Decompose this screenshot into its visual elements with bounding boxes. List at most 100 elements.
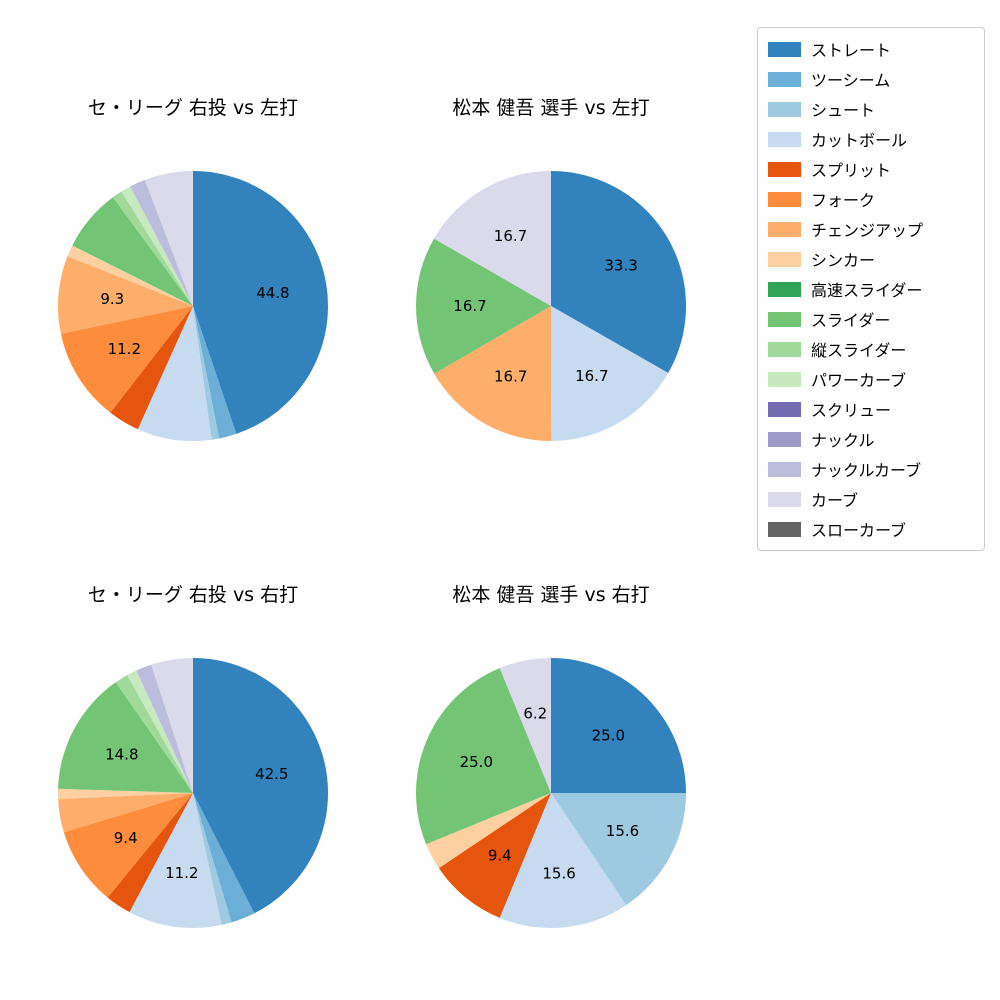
pie-slice [57,256,193,334]
chart-league-right-vs-right: セ・リーグ 右投 vs 右打 42.5 11.2 9.4 14.8 [33,582,353,932]
legend-item: シンカー [768,244,974,274]
legend-label: 高速スライダー [811,281,923,300]
pie-slice [499,658,551,793]
chart-player-vs-right: 松本 健吾 選手 vs 右打 25.0 15.6 15.6 9.4 25.0 6.2 [391,582,711,932]
slice-percent-label: 16.7 [494,227,527,245]
pie-slice [193,793,232,925]
pie-slice [426,793,551,869]
legend-item: シュート [768,94,974,124]
pie-chart-league-vs-right: 42.5 11.2 9.4 14.8 [58,658,329,928]
pie-slice [499,793,627,929]
slice-percent-label: 15.6 [542,865,575,883]
pie-slice [193,658,329,914]
legend-item: 高速スライダー [768,274,974,304]
slice-percent-label: 42.5 [255,765,288,783]
pie-slice [130,179,193,306]
legend-label: カーブ [811,491,859,510]
chart-title-league-vs-left: セ・リーグ 右投 vs 左打 [87,97,299,119]
pie-slice [121,186,193,306]
pie-slice [144,171,193,306]
chart-title-player-vs-right: 松本 健吾 選手 vs 右打 [452,584,650,606]
legend-label: シュート [811,101,876,120]
pie-slice [60,306,193,413]
legend-swatch [768,491,801,507]
pie-slice [551,793,686,906]
pie-slice [193,306,237,439]
pie-slice [58,788,193,799]
legend-label: スローカーブ [811,521,907,540]
legend-item: スプリット [768,154,974,184]
legend-item: カットボール [768,124,974,154]
legend-swatch [768,41,801,57]
pie-slice [127,670,193,793]
pitch-type-legend: ストレートツーシームシュートカットボールスプリットフォークチェンジアップ シンカー… [757,27,985,551]
legend-swatch [768,131,801,147]
legend-swatch [768,191,801,207]
pie-slice [151,658,193,793]
slice-percent-label: 25.0 [592,727,625,745]
pie-slice [115,675,193,793]
slice-percent-label: 15.6 [606,822,639,840]
slice-percent-label: 25.0 [460,753,493,771]
legend-swatch [768,371,801,387]
pie-slice [137,306,212,441]
pie-slice [67,245,193,306]
legend-label: スクリュー [811,401,892,420]
legend-label: フォーク [811,191,876,210]
legend-swatch [768,341,801,357]
legend-swatch [768,521,801,537]
slice-percent-label: 16.7 [453,297,486,315]
legend-item: パワーカーブ [768,364,974,394]
slice-percent-label: 9.4 [114,829,138,847]
legend-item: チェンジアップ [768,214,974,244]
chart-title-league-vs-right: セ・リーグ 右投 vs 右打 [87,584,299,606]
slice-percent-label: 11.2 [165,864,198,882]
pie-slice [58,682,193,793]
legend-item: ナックル [768,424,974,454]
pie-chart-player-vs-right: 25.0 15.6 15.6 9.4 25.0 6.2 [415,658,686,929]
legend-swatch [768,161,801,177]
chart-league-right-vs-left: セ・リーグ 右投 vs 左打 44.8 11.2 9.3 [33,95,353,445]
legend-label: チェンジアップ [811,221,924,240]
legend-swatch [768,251,801,267]
slice-percent-label: 33.3 [604,256,637,274]
chart-title-player-vs-left: 松本 健吾 選手 vs 左打 [452,97,650,119]
slice-percent-label: 11.2 [108,340,141,358]
legend-swatch [768,101,801,117]
pie-slice [438,793,551,918]
pie-slice [129,793,222,928]
slice-percent-label: 9.4 [488,847,512,865]
legend-label: 縦スライダー [811,341,907,360]
pie-chart-league-vs-left: 44.8 11.2 9.3 [57,171,329,441]
legend-label: カットボール [811,131,908,150]
pie-slice [58,793,193,833]
legend-item: スローカーブ [768,514,974,544]
slice-percent-label: 44.8 [256,284,289,302]
legend-item: カーブ [768,484,974,514]
pie-slice [110,306,193,430]
pie-slice [434,171,551,306]
legend-label: シンカー [811,251,876,270]
pie-slice [551,171,686,374]
legend-swatch [768,281,801,297]
legend-label: ストレート [811,41,892,60]
legend-item: フォーク [768,184,974,214]
legend-label: ナックルカーブ [811,461,922,480]
legend-swatch [768,221,801,237]
pie-slice [416,238,551,374]
pie-slice [434,306,552,442]
legend-swatch [768,401,801,417]
slice-percent-label: 9.3 [100,290,124,308]
pie-slice [551,306,669,441]
slice-percent-label: 6.2 [523,705,547,723]
pie-slice [415,668,551,845]
legend-swatch [768,311,801,327]
legend-swatch [768,461,801,477]
legend-item: ツーシーム [768,64,974,94]
legend-item: ストレート [768,34,974,64]
legend-item: スライダー [768,304,974,334]
legend-item: スクリュー [768,394,974,424]
pie-slice [72,197,193,306]
pie-slice [63,793,194,898]
